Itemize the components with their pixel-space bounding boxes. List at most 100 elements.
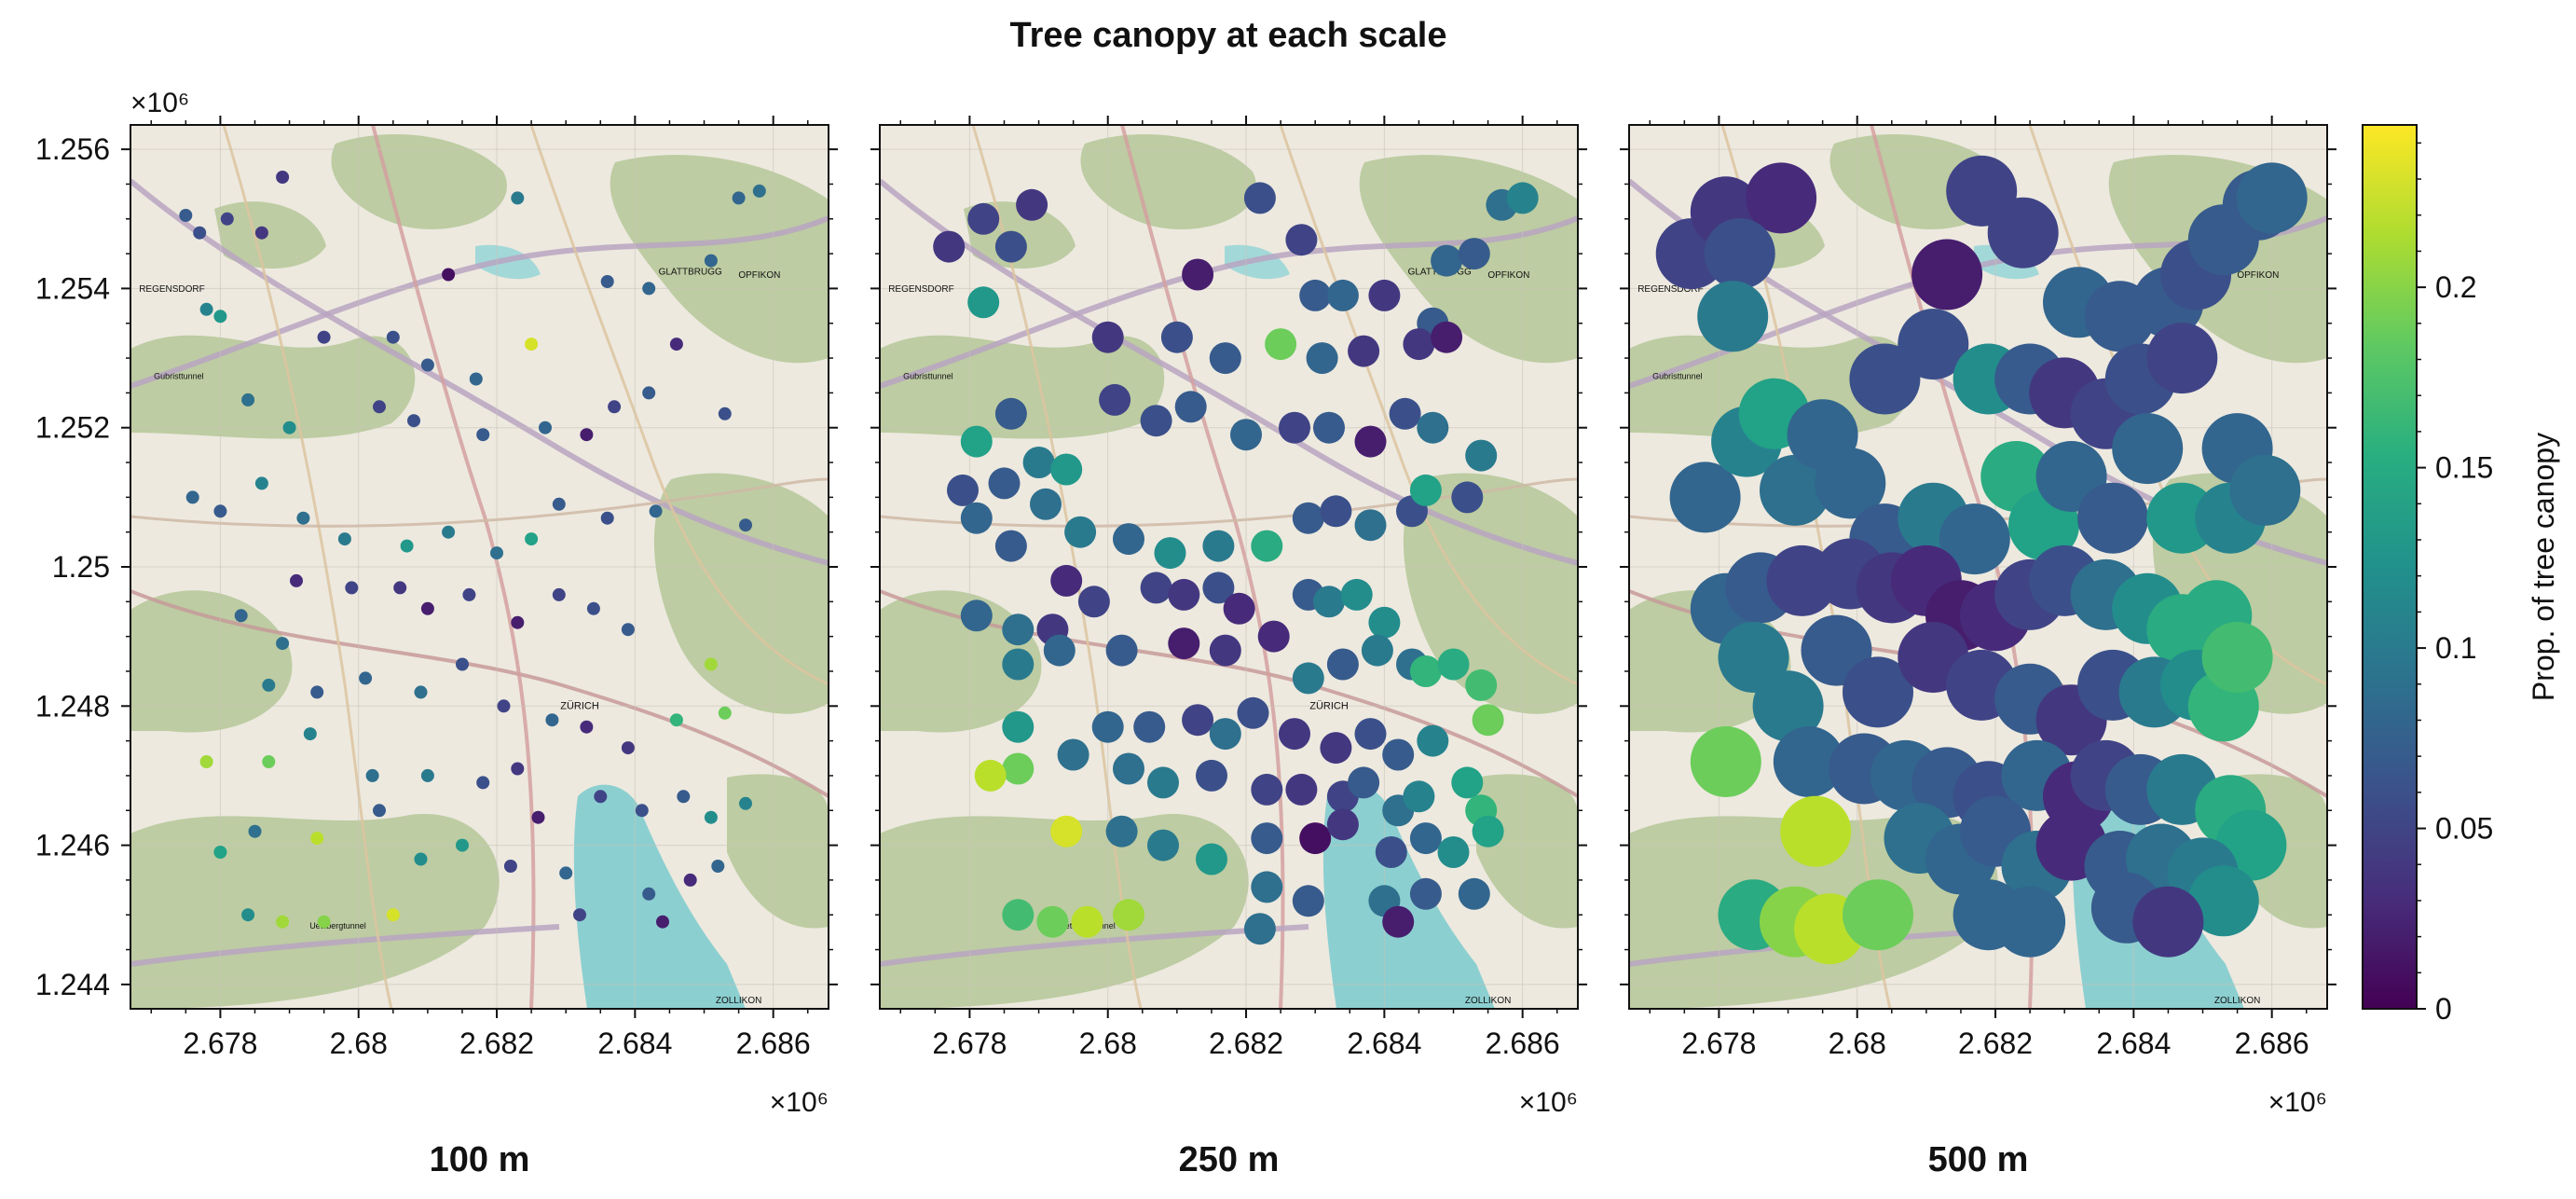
data-point: [276, 171, 290, 184]
data-point: [1285, 224, 1318, 256]
data-point: [600, 511, 614, 525]
data-point: [1292, 662, 1324, 695]
data-point: [407, 414, 420, 428]
data-point: [1690, 726, 1761, 797]
data-point: [1354, 718, 1387, 751]
data-point: [476, 776, 490, 790]
data-point: [1182, 704, 1214, 737]
data-point: [2229, 454, 2301, 526]
data-point: [310, 685, 324, 699]
data-point: [573, 908, 586, 922]
data-point: [1140, 405, 1172, 437]
data-point: [1050, 564, 1083, 597]
data-point: [1243, 182, 1276, 214]
data-point: [933, 230, 966, 263]
x-tick-label: 2.68: [1079, 1027, 1137, 1060]
data-point: [1348, 766, 1380, 799]
data-point: [1091, 710, 1124, 743]
forest-area: [331, 134, 507, 229]
data-point: [600, 275, 614, 288]
lake: [573, 784, 746, 1009]
data-point: [739, 796, 752, 810]
data-point: [1002, 899, 1035, 931]
data-point: [1368, 606, 1401, 639]
data-point: [386, 330, 400, 344]
data-point: [317, 330, 331, 344]
data-point: [552, 587, 566, 601]
data-point: [1994, 886, 2066, 958]
data-point: [220, 212, 234, 226]
data-point: [649, 504, 663, 518]
data-point: [1265, 328, 1297, 361]
x-tick-label: 2.684: [1347, 1027, 1421, 1060]
data-point: [1326, 808, 1359, 841]
data-point: [2187, 865, 2259, 937]
data-point: [1196, 843, 1227, 875]
data-point: [1285, 773, 1318, 806]
data-point: [1313, 586, 1345, 618]
data-point: [393, 581, 407, 595]
x-tick-label: 2.684: [597, 1027, 672, 1060]
data-point: [199, 302, 213, 316]
panel-label: 500 m: [1928, 1140, 2029, 1179]
map-place-label: GLATTBRUGG: [659, 267, 722, 277]
data-point: [276, 915, 290, 929]
data-point: [1326, 648, 1359, 681]
forest-area: [653, 473, 829, 714]
panel-2: REGENSDORFGLATTBRUGGOPFIKONZÜRICHZOLLIKO…: [1620, 116, 2336, 1179]
data-point: [1196, 759, 1227, 792]
data-point: [1154, 537, 1186, 570]
data-point: [1292, 502, 1324, 534]
map-place-label: Uetlibergtunnel: [309, 921, 366, 930]
data-point: [337, 532, 351, 546]
data-point: [1002, 710, 1035, 743]
panels: REGENSDORF GLATTBRUGG OPFIKON ZÜRICH ZOLLIKO…: [35, 88, 2336, 1179]
data-point: [1064, 516, 1097, 548]
data-point: [1209, 342, 1241, 375]
data-point: [1409, 474, 1442, 506]
data-point: [1043, 634, 1076, 667]
colorbar-tick-label: 0.1: [2435, 631, 2476, 665]
data-point: [1472, 815, 1504, 848]
data-point: [1465, 439, 1498, 472]
data-point: [1431, 321, 1463, 353]
data-point: [1223, 592, 1255, 625]
data-point: [947, 474, 979, 506]
data-point: [262, 755, 276, 768]
x-tick-label: 2.678: [1681, 1027, 1756, 1060]
data-point: [420, 601, 434, 615]
data-point: [414, 685, 428, 699]
data-point: [1030, 488, 1062, 520]
map-place-label: Gubristtunnel: [903, 371, 953, 380]
data-point: [1147, 766, 1179, 799]
data-point: [552, 497, 566, 511]
data-point: [1057, 738, 1089, 771]
data-point: [185, 490, 199, 504]
data-point: [994, 397, 1027, 430]
data-point: [1168, 627, 1200, 660]
data-point: [1409, 877, 1442, 910]
colorbar-ticks: 0 0.05 0.1 0.15 0.2: [2417, 142, 2493, 1026]
data-point: [1306, 342, 1338, 375]
data-point: [373, 400, 386, 414]
panel-label: 100 m: [430, 1140, 530, 1179]
forest-area: [727, 774, 829, 929]
data-point: [642, 887, 656, 901]
data-point: [1746, 162, 1817, 234]
map-place-label: REGENSDORF: [139, 284, 205, 295]
x-tick-label: 2.68: [1829, 1027, 1886, 1060]
data-point: [511, 762, 525, 776]
data-point: [1437, 836, 1470, 868]
data-point: [1472, 704, 1504, 737]
data-point: [1022, 447, 1055, 478]
x-offset-label: ×10⁶: [2268, 1087, 2327, 1118]
data-point: [1465, 668, 1498, 701]
road: [880, 215, 1578, 389]
map-place-label: ZOLLIKON: [2214, 996, 2260, 1006]
data-point: [608, 400, 622, 414]
data-point: [1113, 899, 1144, 931]
road: [1279, 125, 1578, 686]
data-point: [1251, 871, 1283, 903]
y-tick-label: 1.256: [35, 132, 110, 166]
map-place-label: ZOLLIKON: [716, 996, 761, 1006]
